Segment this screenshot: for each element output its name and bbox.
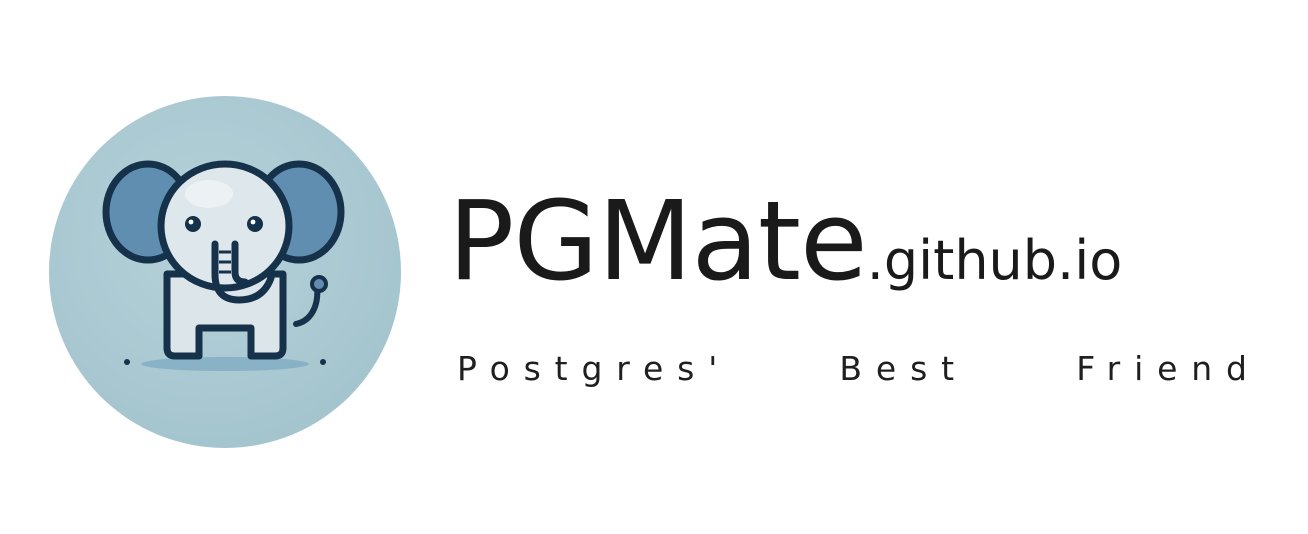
tagline-word: Friend <box>1076 349 1261 388</box>
tagline-word: Postgres' <box>457 349 732 388</box>
logo-badge <box>49 96 401 448</box>
brand-title: PGMate.github.io <box>448 186 1122 296</box>
tagline-word: Best <box>839 349 968 388</box>
brand-name: PGMate <box>448 177 868 305</box>
brand-domain: .github.io <box>866 229 1123 292</box>
tagline: Postgres' Best Friend <box>457 349 1247 388</box>
elephant-mascot-icon <box>102 160 345 371</box>
